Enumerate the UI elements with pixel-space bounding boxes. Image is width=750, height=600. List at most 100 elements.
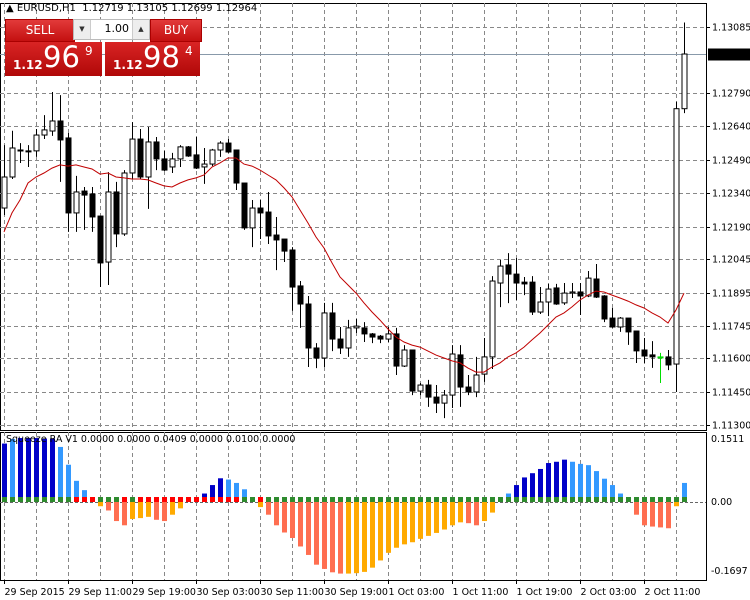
candle <box>73 175 80 232</box>
time-axis-label: 30 Sep 19:00 <box>325 587 388 598</box>
indicator-panel-frame <box>0 432 707 581</box>
collapse-triangle-icon[interactable]: ▲ <box>6 3 17 14</box>
buy-button[interactable]: BUY <box>150 19 202 42</box>
histogram-bar <box>434 502 439 533</box>
squeeze-dot <box>170 497 175 502</box>
candle-body <box>121 172 128 235</box>
histogram-bar <box>482 502 487 522</box>
candle-body <box>377 335 384 340</box>
candle-body <box>649 354 656 358</box>
candle-body <box>625 317 632 333</box>
candle <box>49 91 56 136</box>
candle <box>297 281 304 328</box>
histogram-bar <box>378 502 383 561</box>
buy-price-box[interactable]: 1.12 98 4 <box>105 40 200 76</box>
candle-body <box>273 234 280 241</box>
candle-body <box>161 158 168 171</box>
histogram-bar <box>138 502 143 519</box>
squeeze-dot <box>130 497 135 502</box>
squeeze-dot <box>186 497 191 502</box>
candle-body <box>89 193 96 218</box>
buy-price-big: 98 <box>143 40 180 74</box>
squeeze-dot <box>554 497 559 502</box>
candle <box>257 199 264 240</box>
candle <box>561 283 568 305</box>
time-axis-label: 29 Sep 11:00 <box>69 587 132 598</box>
candle-body <box>353 325 360 329</box>
candle <box>201 147 208 184</box>
candle <box>65 133 72 232</box>
squeeze-dot <box>282 497 287 502</box>
squeeze-dot <box>138 497 143 502</box>
candle <box>513 258 520 300</box>
histogram-bar <box>554 461 559 502</box>
candle-body <box>593 278 600 298</box>
candle <box>569 283 576 298</box>
candle-body <box>193 154 200 169</box>
price-axis-label: 1.11745 <box>712 322 750 333</box>
sell-button[interactable]: SELL <box>5 19 75 42</box>
candle <box>249 199 256 248</box>
increase-lot-icon[interactable]: ▲ <box>132 20 149 39</box>
price-axis-label: 1.12640 <box>712 122 750 133</box>
candle-body <box>49 120 56 132</box>
candle <box>681 22 688 114</box>
squeeze-dot <box>226 497 231 502</box>
candle <box>225 139 232 153</box>
candle <box>273 216 280 271</box>
candle <box>473 356 480 398</box>
histogram-bar <box>666 502 671 529</box>
squeeze-dot <box>194 497 199 502</box>
squeeze-dot <box>162 497 167 502</box>
squeeze-dot <box>34 497 39 502</box>
histogram-bar <box>242 489 247 502</box>
candle <box>209 148 216 167</box>
histogram-bar <box>450 502 455 526</box>
squeeze-dot <box>594 497 599 502</box>
candle-body <box>449 353 456 396</box>
histogram-bar <box>490 502 495 513</box>
histogram-bar <box>370 502 375 568</box>
candle-body <box>345 327 352 349</box>
squeeze-dot <box>618 497 623 502</box>
squeeze-dot <box>514 497 519 502</box>
histogram-bar <box>354 502 359 574</box>
histogram-bar <box>170 502 175 515</box>
squeeze-dot <box>426 497 431 502</box>
histogram-bar <box>146 502 151 517</box>
candle <box>545 283 552 317</box>
candle-body <box>401 349 408 367</box>
candle <box>673 101 680 392</box>
histogram-bar <box>26 438 31 502</box>
candle-body <box>9 147 16 178</box>
squeeze-dot <box>506 497 511 502</box>
sell-price-box[interactable]: 1.12 96 9 <box>5 40 102 76</box>
lot-size-stepper[interactable]: ▼ 1.00 ▲ <box>73 19 150 40</box>
candle-body <box>417 384 424 392</box>
candle-body <box>313 347 320 359</box>
squeeze-dot <box>330 497 335 502</box>
lot-size-input[interactable]: 1.00 <box>104 22 130 35</box>
squeeze-dot <box>178 497 183 502</box>
histogram-bar <box>18 438 23 502</box>
histogram-bar <box>2 443 7 502</box>
squeeze-dot <box>602 497 607 502</box>
candle-body <box>497 265 504 284</box>
candle-body <box>329 312 336 340</box>
candle-body <box>601 295 608 320</box>
candle <box>241 182 248 230</box>
price-axis-label: 1.11895 <box>712 289 750 300</box>
candle-body <box>385 333 392 340</box>
candle <box>521 277 528 296</box>
candle-body <box>337 338 344 349</box>
candle <box>9 130 16 180</box>
candle <box>41 115 48 140</box>
decrease-lot-icon[interactable]: ▼ <box>74 20 91 39</box>
candle-body <box>441 394 448 404</box>
candle-body <box>137 138 144 178</box>
candle-body <box>633 330 640 352</box>
candle <box>233 149 240 190</box>
candle-body <box>145 141 152 178</box>
